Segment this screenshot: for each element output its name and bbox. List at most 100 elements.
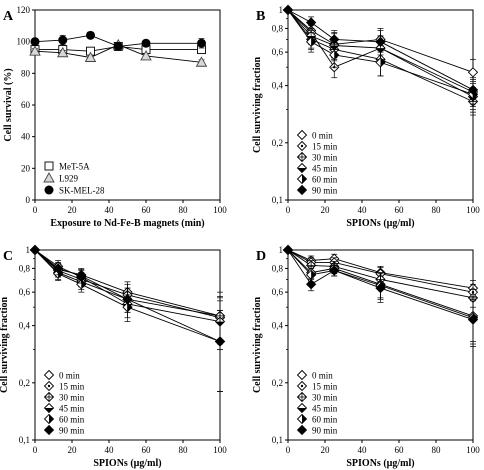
- x-tick-label: 80: [179, 445, 189, 455]
- y-tick-label: 0: [26, 195, 31, 205]
- legend-label: 90 min: [59, 426, 85, 436]
- x-tick-label: 0: [33, 205, 38, 215]
- legend-marker: [296, 173, 308, 185]
- legend-marker: [43, 369, 55, 381]
- legend-label: 15 min: [59, 382, 85, 392]
- data-point-shape: [467, 314, 479, 325]
- legend-label: 60 min: [59, 415, 85, 425]
- data-point-shape: [52, 263, 64, 274]
- data-point: [329, 49, 340, 61]
- legend-marker-shape: [296, 424, 308, 436]
- legend-label: 60 min: [312, 415, 338, 425]
- legend-marker: [296, 391, 308, 403]
- legend-label: 30 min: [59, 393, 85, 403]
- legend-label: 0 min: [312, 131, 333, 141]
- y-tick-label: 0,1: [272, 195, 283, 205]
- x-axis-label: Exposure to Nd-Fe-B magnets (min): [50, 218, 204, 229]
- legend-marker-dot: [47, 384, 51, 388]
- legend-label: MeT-5A: [59, 162, 90, 172]
- legend-marker: [296, 369, 308, 381]
- legend-label: 30 min: [312, 153, 338, 163]
- data-point-shape: [375, 36, 386, 47]
- data-point-fill: [81, 279, 86, 289]
- panel-b: B 0 20 40 60 80 100 1 0,8 0,6 0,4 0,2 0,1 SPIONs (µg/…: [252, 4, 480, 229]
- legend-label: 90 min: [312, 186, 338, 196]
- data-point: [467, 67, 479, 78]
- panel-d: D 0 20 40 60 80 100 1 0,8 0,6 0,4 0,2 0,1 SPIONs (µg/…: [252, 244, 480, 469]
- x-tick-label: 40: [105, 205, 115, 215]
- data-point: [140, 49, 152, 61]
- data-point: [375, 57, 386, 68]
- y-tick-label: 80: [21, 68, 31, 78]
- series-90-min: [282, 4, 479, 105]
- x-tick-label: 0: [286, 445, 291, 455]
- panel-letter: C: [3, 249, 13, 264]
- x-tick-label: 20: [321, 205, 331, 215]
- legend-marker-dot: [300, 384, 304, 388]
- legend-marker: [296, 184, 308, 196]
- legend-marker: [43, 424, 55, 436]
- legend-marker-shape: [296, 184, 308, 196]
- data-point: [30, 37, 40, 47]
- data-point: [29, 244, 41, 256]
- legend-marker-shape: [296, 369, 308, 381]
- panel-letter: A: [3, 9, 14, 24]
- x-tick-label: 20: [68, 205, 78, 215]
- data-point: [113, 41, 123, 51]
- data-point: [58, 35, 68, 45]
- data-point: [375, 282, 386, 294]
- data-point: [29, 45, 41, 56]
- data-point-shape: [29, 244, 41, 256]
- legend-label: 15 min: [312, 382, 338, 392]
- x-tick-label: 40: [358, 445, 368, 455]
- y-tick-label: 0,6: [272, 47, 284, 57]
- data-point-fill: [311, 270, 316, 280]
- series-90-min: [29, 244, 226, 392]
- legend-marker: [296, 402, 308, 414]
- x-tick-label: 20: [321, 445, 331, 455]
- data-point: [86, 30, 95, 40]
- y-tick-label: 1: [26, 245, 31, 255]
- data-point-shape: [305, 279, 317, 290]
- legend-label: 90 min: [312, 426, 338, 436]
- y-tick-label: 0,2: [272, 378, 283, 388]
- data-point: [84, 51, 97, 62]
- y-tick-label: 0,2: [19, 378, 30, 388]
- legend-marker: [43, 402, 55, 414]
- legend-marker-fill: [297, 168, 307, 173]
- data-point: [76, 270, 87, 282]
- legend-marker: [296, 162, 308, 174]
- data-point: [305, 17, 317, 28]
- y-axis-label: Cell surviving fraction: [252, 297, 263, 394]
- data-point-fill: [334, 50, 339, 60]
- data-point: [282, 4, 294, 16]
- data-point: [52, 263, 64, 274]
- legend-marker-fill: [49, 414, 54, 424]
- data-point-shape: [329, 34, 340, 45]
- data-point-shape: [329, 265, 340, 276]
- legend-label: 45 min: [312, 404, 338, 414]
- legend-marker: [44, 185, 54, 195]
- data-point: [282, 244, 294, 256]
- data-point: [195, 56, 208, 67]
- x-tick-label: 60: [395, 445, 405, 455]
- data-point: [141, 38, 151, 48]
- y-tick-label: 100: [17, 37, 31, 47]
- legend-marker: [296, 380, 308, 392]
- series-sk-mel-28: [30, 30, 206, 51]
- legend-marker: [296, 424, 308, 436]
- legend-label: 30 min: [312, 393, 338, 403]
- legend-marker: [296, 413, 308, 425]
- legend-label: L929: [59, 174, 78, 184]
- data-point: [329, 265, 340, 276]
- series-line: [34, 34, 202, 47]
- data-point-shape: [467, 84, 479, 95]
- panel-letter: D: [256, 249, 266, 264]
- data-point-shape: [122, 294, 133, 305]
- legend-marker-fill: [302, 174, 307, 184]
- y-tick-label: 0,4: [272, 321, 284, 331]
- legend-marker-fill: [44, 408, 54, 413]
- x-tick-label: 0: [286, 205, 291, 215]
